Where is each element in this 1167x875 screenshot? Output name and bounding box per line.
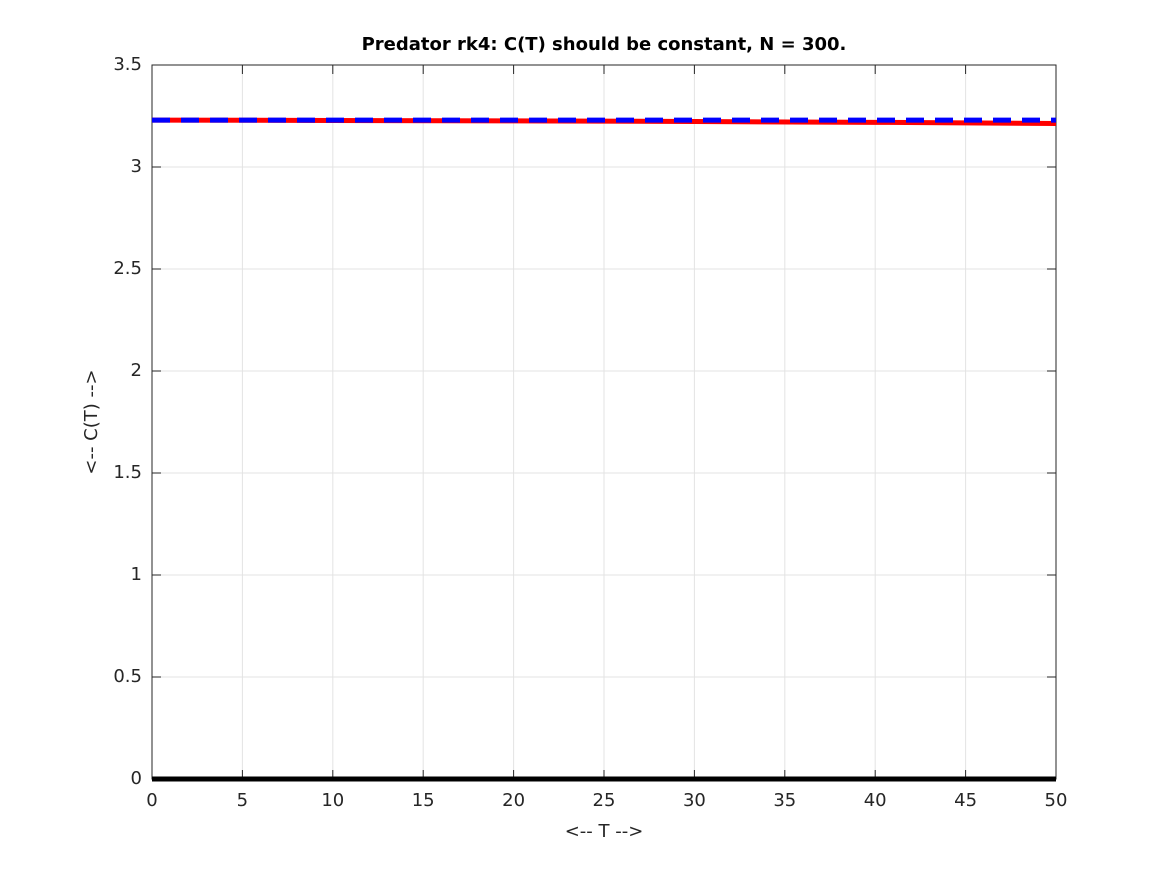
x-tick-label: 45 [954, 790, 977, 811]
x-tick-label: 30 [683, 790, 706, 811]
y-tick-label: 2 [131, 360, 142, 381]
y-tick-label: 2.5 [113, 258, 142, 279]
x-tick-label: 20 [502, 790, 525, 811]
y-tick-label: 3.5 [113, 54, 142, 75]
y-tick-label: 0.5 [113, 666, 142, 687]
y-axis-label: <-- C(T) --> [81, 369, 102, 474]
chart-title: Predator rk4: C(T) should be constant, N… [362, 34, 847, 55]
x-axis-label: <-- T --> [565, 821, 644, 842]
x-tick-label: 0 [146, 790, 157, 811]
x-tick-label: 35 [773, 790, 796, 811]
y-tick-label: 1 [131, 564, 142, 585]
y-tick-label: 0 [131, 768, 142, 789]
x-tick-label: 25 [593, 790, 616, 811]
x-tick-label: 15 [412, 790, 435, 811]
x-tick-label: 40 [864, 790, 887, 811]
y-tick-label: 3 [131, 156, 142, 177]
y-tick-label: 1.5 [113, 462, 142, 483]
x-tick-label: 5 [237, 790, 248, 811]
x-tick-label: 10 [321, 790, 344, 811]
x-tick-label: 50 [1045, 790, 1068, 811]
